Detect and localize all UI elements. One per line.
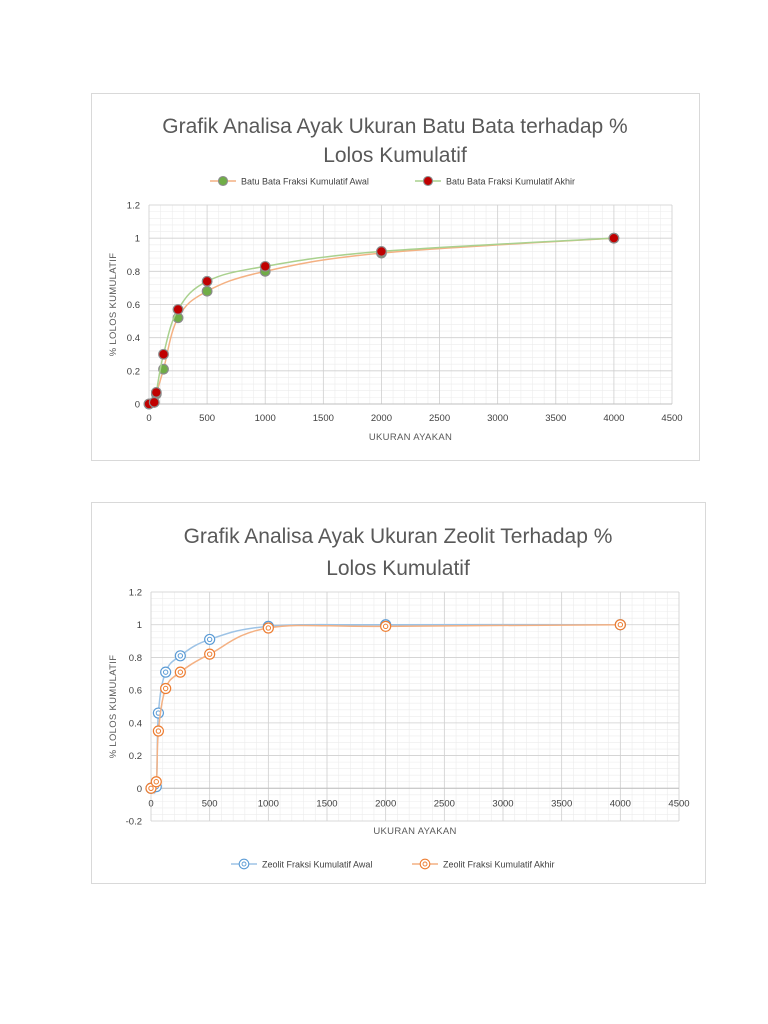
x-tick-label: 4500 [668, 798, 689, 809]
data-point-series-2 [262, 622, 274, 634]
y-tick-label: 1 [135, 234, 140, 245]
data-point-core-series-1 [204, 289, 210, 294]
series-line-2 [150, 623, 621, 790]
chart-title-line: Lolos Kumulatif [323, 144, 467, 167]
data-point-series-2 [380, 620, 392, 632]
data-point-core-series-1 [177, 653, 184, 659]
legend-marker-1 [217, 175, 229, 187]
x-tick-label: 1500 [313, 413, 334, 424]
x-tick-label: 2000 [375, 798, 396, 809]
y-axis-title: % LOLOS KUMULATIF [108, 253, 119, 357]
legend-marker-core-2 [422, 861, 428, 867]
y-tick-label: 0.8 [127, 267, 140, 278]
data-point-core-series-2 [154, 390, 159, 395]
chart-batu-bata: Grafik Analisa Ayak Ukuran Batu Bata ter… [91, 93, 700, 461]
data-point-series-2 [204, 648, 216, 660]
data-point-core-series-2 [152, 400, 157, 405]
chart-title-line: Grafik Analisa Ayak Ukuran Batu Bata ter… [162, 115, 627, 138]
y-axis-title: % LOLOS KUMULATIF [108, 655, 119, 759]
x-tick-label: 4500 [661, 413, 682, 424]
data-point-core-series-2 [263, 264, 268, 269]
legend-marker-2 [422, 175, 434, 187]
data-point-series-1 [152, 707, 164, 719]
data-point-series-2 [150, 776, 162, 788]
y-tick-label: 1 [137, 620, 142, 631]
x-tick-label: 1500 [316, 798, 337, 809]
data-point-core-series-2 [175, 307, 181, 312]
x-axis-title: UKURAN AYAKAN [369, 432, 452, 443]
legend-label-1: Zeolit Fraksi Kumulatif Awal [262, 859, 372, 869]
x-tick-label: 1000 [258, 798, 279, 809]
y-tick-label: 0.2 [127, 366, 140, 377]
data-point-core-series-2 [155, 728, 162, 734]
y-tick-label: 0.6 [129, 686, 142, 697]
y-tick-label: 0 [135, 400, 140, 411]
chart-title-line: Grafik Analisa Ayak Ukuran Zeolit Terhad… [184, 525, 613, 548]
legend-label-1: Batu Bata Fraksi Kumulatif Awal [241, 176, 369, 186]
data-point-series-1 [160, 666, 172, 678]
legend-marker-core-1 [241, 861, 247, 867]
chart-zeolit-svg: Grafik Analisa Ayak Ukuran Zeolit Terhad… [108, 525, 690, 870]
data-point-series-2 [614, 619, 626, 631]
x-tick-label: 2500 [434, 798, 455, 809]
data-point-core-series-1 [175, 315, 181, 320]
data-point-core-series-2 [617, 622, 624, 628]
x-tick-label: 500 [202, 798, 218, 809]
y-tick-label: 0.4 [129, 718, 142, 729]
data-point-core-series-2 [177, 669, 184, 675]
y-tick-label: 1.2 [127, 201, 140, 212]
data-point-core-series-2 [206, 651, 213, 657]
data-point-series-2 [152, 725, 164, 737]
data-point-series-1 [174, 650, 186, 662]
x-tick-label: 3000 [487, 413, 508, 424]
x-tick-label: 500 [199, 413, 215, 424]
x-axis-title: UKURAN AYAKAN [373, 826, 456, 837]
y-tick-label: -0.2 [126, 817, 142, 828]
chart-zeolit: Grafik Analisa Ayak Ukuran Zeolit Terhad… [91, 502, 706, 884]
legend-marker-1 [238, 858, 250, 870]
legend-label-2: Batu Bata Fraksi Kumulatif Akhir [446, 176, 575, 186]
data-point-core-series-2 [382, 623, 389, 630]
x-tick-label: 2500 [429, 413, 450, 424]
chart-title-line: Lolos Kumulatif [326, 557, 470, 580]
data-point-core-series-2 [265, 625, 272, 631]
y-tick-label: 0.6 [127, 300, 140, 311]
data-point-core-series-2 [611, 235, 617, 241]
major-gridlines [150, 591, 680, 822]
x-tick-label: 3500 [545, 413, 566, 424]
data-point-core-series-2 [148, 785, 154, 791]
data-point-core-series-2 [153, 779, 159, 785]
chart-batu-bata-svg: Grafik Analisa Ayak Ukuran Batu Bata ter… [108, 115, 683, 443]
y-tick-label: 0.2 [129, 751, 142, 762]
major-gridlines [148, 204, 673, 405]
x-tick-label: 0 [146, 413, 151, 424]
legend-label-2: Zeolit Fraksi Kumulatif Akhir [443, 859, 555, 869]
data-point-series-2 [160, 682, 172, 695]
x-tick-label: 0 [148, 798, 153, 809]
x-tick-label: 4000 [603, 413, 624, 424]
data-point-core-series-2 [162, 685, 169, 692]
y-tick-label: 0 [137, 784, 142, 795]
x-tick-label: 3500 [551, 798, 572, 809]
x-tick-label: 2000 [371, 413, 392, 424]
y-tick-label: 1.2 [129, 588, 142, 599]
data-point-core-series-1 [162, 669, 169, 675]
legend-marker-2 [419, 858, 431, 870]
data-point-core-series-2 [379, 249, 384, 254]
y-tick-label: 0.4 [127, 333, 140, 344]
data-point-core-series-2 [204, 279, 210, 284]
x-tick-label: 1000 [255, 413, 276, 424]
y-tick-label: 0.8 [129, 653, 142, 664]
data-point-core-series-2 [161, 352, 166, 357]
data-point-series-1 [204, 633, 216, 646]
data-point-core-series-1 [161, 366, 166, 372]
data-point-series-2 [174, 666, 186, 678]
data-point-core-series-1 [206, 636, 213, 643]
x-tick-label: 4000 [610, 798, 631, 809]
x-tick-label: 3000 [492, 798, 513, 809]
